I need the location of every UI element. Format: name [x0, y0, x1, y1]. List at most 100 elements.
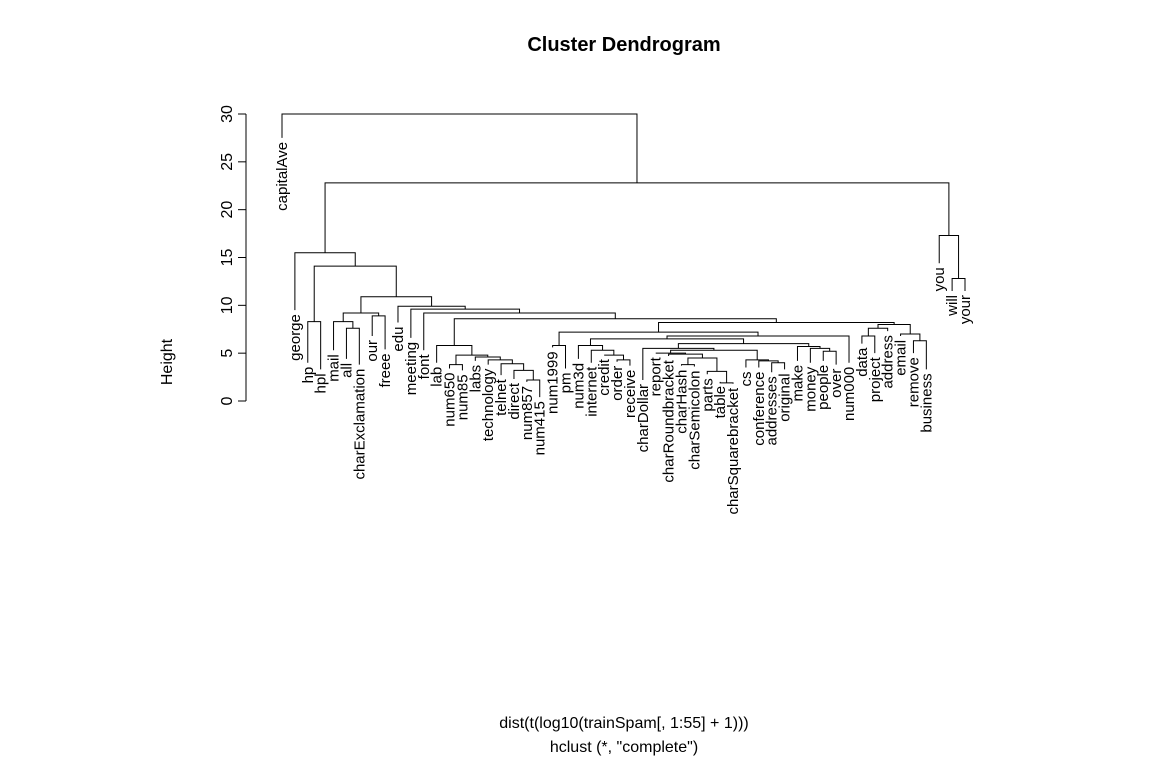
leaf-label: num857	[519, 386, 536, 440]
leaf-label: edu	[390, 327, 407, 352]
method-subtitle: hclust (*, "complete")	[550, 739, 698, 756]
leaf-label: our	[364, 340, 381, 362]
dendrogram-link	[900, 333, 921, 341]
dendrogram-link	[670, 349, 758, 360]
leaf-label: report	[648, 356, 665, 396]
leaf-label: address	[880, 335, 897, 388]
leaf-label: will	[944, 295, 961, 317]
dendrogram-link	[371, 315, 386, 350]
y-axis: 0 5 10 15 20 25 30	[219, 105, 247, 405]
dendrogram-link	[423, 312, 616, 351]
leaf-label: technology	[480, 368, 497, 441]
dendrogram-link	[867, 327, 889, 336]
leaf-label: pm	[558, 372, 575, 393]
leaf-label: labs	[467, 365, 484, 393]
dendrogram-link	[655, 352, 687, 355]
dendrogram-link	[938, 234, 960, 279]
dendrogram-link	[453, 318, 777, 346]
x-axis-label: dist(t(log10(trainSpam[, 1:55] + 1)))	[499, 715, 748, 732]
leaf-label: parts	[699, 378, 716, 411]
y-axis-label: Height	[159, 338, 176, 385]
leaf-label: project	[867, 356, 884, 402]
dendrogram-link	[951, 278, 966, 291]
leaf-label: telnet	[493, 378, 510, 416]
leaf-label: data	[854, 347, 871, 377]
y-tick-label: 25	[219, 153, 236, 171]
leaf-label: num415	[532, 401, 549, 455]
dendrogram-link	[307, 321, 322, 370]
y-tick-label: 15	[219, 249, 236, 267]
leaf-label: order	[609, 366, 626, 401]
leaf-label: num3d	[570, 363, 587, 409]
dendrogram-link	[342, 312, 380, 322]
leaf-label: credit	[596, 358, 613, 396]
leaf-label: charExclamation	[351, 369, 368, 480]
leaf-label: capitalAve	[274, 142, 291, 211]
leaf-label: meeting	[403, 342, 420, 395]
leaf-label: people	[815, 365, 832, 410]
leaf-label: num85	[454, 374, 471, 420]
dendrogram-link	[294, 252, 356, 311]
leaf-label: make	[789, 365, 806, 402]
leaf-label: num000	[841, 367, 858, 421]
leaf-label: your	[957, 295, 974, 324]
leaf-labels: capitalAve george hphplmailallcharExclamat…	[274, 142, 974, 515]
dendrogram-tree	[281, 113, 966, 398]
leaf-label: charRoundbracket	[661, 359, 678, 482]
dendrogram-link	[333, 321, 354, 351]
leaf-label: table	[712, 386, 729, 419]
dendrogram-link	[449, 364, 463, 371]
dendrogram-link	[345, 327, 360, 365]
dendrogram-link	[589, 338, 745, 346]
leaf-label: charDollar	[635, 384, 652, 452]
leaf-label: email	[893, 340, 910, 376]
dendrogram-link	[758, 360, 779, 368]
leaf-label: business	[918, 373, 935, 432]
dendrogram-link	[822, 350, 837, 365]
dendrogram-link	[590, 349, 615, 363]
leaf-label: freee	[377, 353, 394, 387]
dendrogram-link	[281, 113, 638, 183]
leaf-label: num1999	[545, 351, 562, 414]
y-tick-label: 10	[219, 296, 236, 314]
dendrogram-link	[513, 369, 534, 380]
leaf-label: num650	[442, 372, 459, 426]
leaf-label: charSquarebracket	[725, 387, 742, 515]
dendrogram-link	[677, 343, 810, 349]
leaf-label: george	[287, 314, 304, 361]
dendrogram-link	[861, 335, 876, 354]
leaf-label: remove	[905, 357, 922, 407]
dendrogram-link	[360, 296, 433, 313]
leaf-label: hpl	[313, 373, 330, 393]
leaf-label: internet	[583, 366, 600, 417]
leaf-label: mail	[326, 354, 343, 382]
leaf-label: font	[416, 353, 433, 379]
y-tick-label: 30	[219, 105, 236, 123]
leaf-label: money	[802, 366, 819, 412]
dendrogram-link	[668, 353, 703, 358]
dendrogram-link	[604, 354, 624, 360]
leaf-label: you	[931, 267, 948, 291]
dendrogram-link	[877, 323, 911, 335]
leaf-label: hp	[300, 367, 317, 384]
dendrogram-link	[577, 345, 604, 359]
dendrogram-link	[324, 182, 950, 253]
dendrogram-link	[666, 335, 850, 363]
leaf-label: conference	[751, 372, 768, 446]
leaf-label: addresses	[764, 376, 781, 445]
chart-title: Cluster Dendrogram	[527, 34, 720, 56]
dendrogram-link	[680, 364, 695, 367]
dendrogram-link	[500, 363, 525, 376]
y-tick-label: 0	[219, 396, 236, 405]
leaf-label: all	[338, 363, 355, 378]
dendrogram-link	[436, 345, 473, 363]
leaf-label: original	[777, 373, 794, 421]
leaf-label: charSemicolon	[686, 371, 703, 470]
leaf-label: lab	[429, 367, 446, 387]
leaf-label: cs	[738, 372, 755, 387]
y-tick-label: 20	[219, 201, 236, 219]
leaf-label: receive	[622, 370, 639, 418]
dendrogram-link	[658, 322, 895, 333]
leaf-label: over	[828, 369, 845, 398]
